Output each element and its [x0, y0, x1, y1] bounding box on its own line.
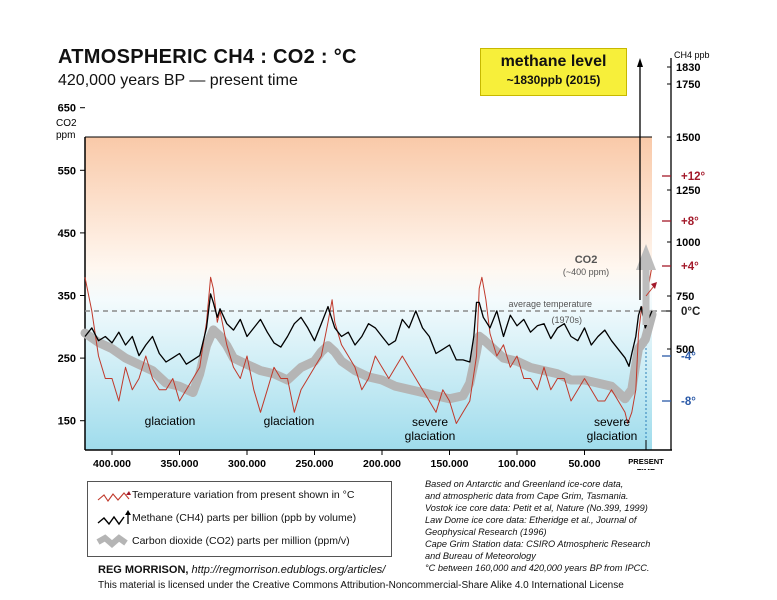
glaciation-label: glaciation [587, 429, 638, 443]
note-line: Vostok ice core data: Petit et al, Natur… [425, 503, 648, 513]
legend-co2-swatch [96, 534, 128, 548]
chart-title: ATMOSPHERIC CH4 : CO2 : °C [58, 46, 357, 68]
co2-tick-label: 150 [58, 416, 76, 428]
x-tick-label: 200.000 [363, 458, 401, 470]
avg-temp-sublabel: (1970s) [551, 315, 582, 325]
temp-tick-label: +12° [681, 171, 706, 183]
temperature-arrow-shaft [645, 285, 655, 297]
glaciation-label: severe [594, 415, 630, 429]
ch4-tick-label: 1830 [676, 62, 700, 74]
callout-heading: methane level [500, 53, 607, 70]
note-line: °C between 160,000 and 420,000 years BP … [425, 563, 650, 573]
ch4-tick-label: 750 [676, 291, 694, 303]
license-line: This material is licensed under the Crea… [98, 580, 624, 591]
co2-axis-unit: ppm [56, 130, 75, 141]
temperature-series-line [84, 265, 653, 424]
note-line: Cape Grim Station data: CSIRO Atmospheri… [425, 539, 651, 549]
co2-tick-label: 550 [58, 165, 76, 177]
legend: Temperature variation from present shown… [87, 481, 392, 557]
note-line: and Bureau of Meteorology [425, 551, 536, 561]
ch4-tick-label: 1250 [676, 185, 700, 197]
co2-series-line [80, 309, 657, 404]
x-tick-label: 50.000 [568, 458, 600, 470]
ch4-tick-label: 1000 [676, 237, 700, 249]
co2-now-value: (~400 ppm) [563, 267, 609, 277]
present-label: PRESENT [628, 457, 664, 466]
methane-series-line [84, 293, 653, 367]
avg-temp-label: average temperature [508, 299, 592, 309]
ch4-tick-label: 1500 [676, 132, 700, 144]
co2-tick-label: 650 [58, 103, 76, 115]
co2-tick-label: 250 [58, 353, 76, 365]
x-tick-label: 300.000 [228, 458, 266, 470]
legend-methane-swatch [97, 515, 125, 526]
co2-now-label: CO2 [575, 254, 598, 266]
glaciation-label: severe [412, 415, 448, 429]
note-line: Geophysical Research (1996) [425, 527, 547, 537]
methane-arrow-head [637, 58, 643, 67]
glaciation-label: glaciation [405, 429, 456, 443]
legend-temperature-swatch [97, 492, 130, 502]
legend-item-temperature: Temperature variation from present shown… [132, 489, 355, 501]
methane-level-callout: methane level ~1830ppb (2015) [480, 48, 627, 96]
ch4-tick-label: 500 [676, 344, 694, 356]
co2-axis-label: CO2 [56, 118, 77, 129]
x-tick-label: 100.000 [498, 458, 536, 470]
x-tick-label: 150.000 [431, 458, 469, 470]
x-tick-label: 400.000 [93, 458, 131, 470]
ch4-tick-label: 1750 [676, 79, 700, 91]
note-line: and atmospheric data from Cape Grim, Tas… [425, 491, 629, 501]
present-label: TIME [637, 467, 655, 470]
temp-tick-label: -4° [681, 351, 696, 363]
temp-tick-label: +4° [681, 261, 699, 273]
callout-value: ~1830ppb (2015) [506, 73, 601, 87]
x-tick-label: 350.000 [161, 458, 199, 470]
data-sources-notes: Based on Antarctic and Greenland ice-cor… [425, 478, 690, 574]
legend-item-co2: Carbon dioxide (CO2) parts per million (… [132, 535, 350, 547]
co2-arrow-head [636, 244, 656, 270]
chart-subtitle: 420,000 years BP — present time [58, 72, 298, 89]
temp-tick-label: +8° [681, 216, 699, 228]
credit-line: REG MORRISON, http://regmorrison.edublog… [98, 564, 385, 576]
temp-tick-label: 0°C [681, 306, 700, 318]
ch4-axis-label: CH4 ppb [674, 50, 710, 60]
note-line: Law Dome ice core data: Etheridge et al.… [425, 515, 637, 525]
plot-background [85, 137, 652, 450]
author-name: REG MORRISON, [98, 564, 189, 576]
author-url[interactable]: http://regmorrison.edublogs.org/articles… [191, 564, 386, 576]
glaciation-label: glaciation [264, 414, 315, 428]
glaciation-label: glaciation [145, 414, 196, 428]
co2-tick-label: 450 [58, 228, 76, 240]
temperature-arrow-head [651, 282, 657, 289]
x-tick-label: 250.000 [296, 458, 334, 470]
legend-item-methane: Methane (CH4) parts per billion (ppb by … [132, 512, 357, 524]
temp-tick-label: -8° [681, 396, 696, 408]
co2-tick-label: 350 [58, 291, 76, 303]
note-line: Based on Antarctic and Greenland ice-cor… [425, 479, 624, 489]
